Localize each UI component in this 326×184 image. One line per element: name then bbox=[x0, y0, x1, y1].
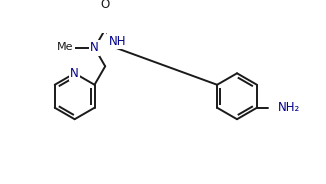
Text: Me: Me bbox=[57, 42, 73, 52]
Text: NH: NH bbox=[109, 35, 126, 48]
Text: NH₂: NH₂ bbox=[278, 101, 301, 114]
Text: N: N bbox=[90, 41, 99, 54]
Text: N: N bbox=[70, 67, 79, 80]
Text: O: O bbox=[100, 0, 110, 11]
